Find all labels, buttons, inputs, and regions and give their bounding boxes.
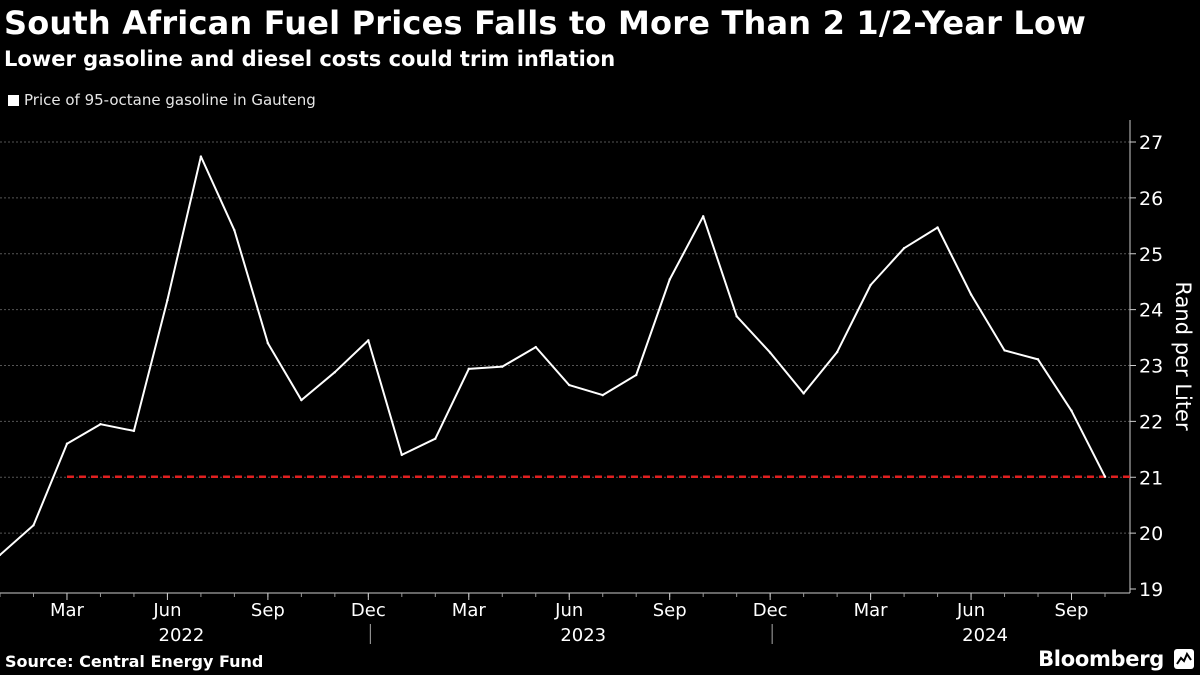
data-point xyxy=(0,553,2,557)
data-point xyxy=(132,429,136,433)
x-tick-label: Jun xyxy=(152,600,181,621)
data-point xyxy=(501,365,504,368)
data-point xyxy=(969,293,973,296)
x-tick-label: Mar xyxy=(50,600,85,621)
data-point xyxy=(735,315,738,318)
y-axis-title: Rand per Liter xyxy=(1171,281,1195,431)
chart-title: South African Fuel Prices Falls to More … xyxy=(4,4,1086,42)
data-point xyxy=(1036,358,1040,361)
data-point xyxy=(266,341,270,345)
y-tick-label: 26 xyxy=(1139,188,1163,210)
source-note: Source: Central Energy Fund xyxy=(5,652,264,671)
x-tick-label: Jun xyxy=(956,600,985,621)
data-point xyxy=(601,393,604,397)
bloomberg-chart-icon xyxy=(1174,649,1194,669)
x-tick-label: Sep xyxy=(1055,600,1089,621)
x-tick-label: Mar xyxy=(452,600,487,621)
data-point xyxy=(768,351,772,354)
x-tick-label: Dec xyxy=(753,600,788,621)
data-point xyxy=(534,345,537,349)
data-point xyxy=(1070,409,1073,412)
y-tick-label: 27 xyxy=(1139,132,1163,154)
x-tick-label: Dec xyxy=(351,600,386,621)
data-point xyxy=(367,339,370,342)
y-tick-label: 25 xyxy=(1139,244,1163,266)
y-tick-label: 24 xyxy=(1139,300,1163,322)
data-point xyxy=(32,524,35,527)
data-point xyxy=(434,437,437,440)
data-point xyxy=(1103,475,1107,478)
data-point xyxy=(199,155,203,158)
data-point xyxy=(568,383,571,387)
y-tick-label: 23 xyxy=(1139,356,1163,378)
data-point xyxy=(467,367,470,371)
data-point xyxy=(701,215,705,218)
x-tick-label: Sep xyxy=(653,600,687,621)
data-point xyxy=(1003,349,1006,352)
legend-swatch xyxy=(8,94,19,106)
x-tick-label: Mar xyxy=(854,600,889,621)
data-point xyxy=(835,350,839,354)
data-point xyxy=(668,278,671,281)
x-year-label: 2022 xyxy=(159,625,205,646)
y-tick-label: 19 xyxy=(1139,579,1163,601)
data-point xyxy=(869,283,872,287)
legend-label: Price of 95-octane gasoline in Gauteng xyxy=(24,91,316,109)
legend: Price of 95-octane gasoline in Gauteng xyxy=(8,91,316,109)
data-point xyxy=(936,226,939,229)
brand-logo: Bloomberg xyxy=(1038,647,1164,671)
x-tick-label: Jun xyxy=(554,600,583,621)
data-point xyxy=(902,246,906,250)
y-tick-label: 21 xyxy=(1139,467,1163,489)
data-points xyxy=(0,155,1107,557)
data-point xyxy=(65,442,69,445)
data-point xyxy=(333,371,337,374)
y-tick-label: 22 xyxy=(1139,411,1163,433)
x-year-label: 2023 xyxy=(560,625,606,646)
data-point xyxy=(400,453,404,457)
data-point xyxy=(99,422,102,426)
series-line-gasoline xyxy=(0,155,1106,556)
chart-subtitle: Lower gasoline and diesel costs could tr… xyxy=(4,47,616,71)
y-tick-label: 20 xyxy=(1139,523,1163,545)
data-point xyxy=(635,373,638,377)
x-year-label: 2024 xyxy=(962,625,1008,646)
x-tick-label: Sep xyxy=(251,600,285,621)
data-point xyxy=(166,298,169,302)
data-point xyxy=(233,229,236,232)
data-point xyxy=(802,392,805,395)
data-point xyxy=(300,398,303,402)
